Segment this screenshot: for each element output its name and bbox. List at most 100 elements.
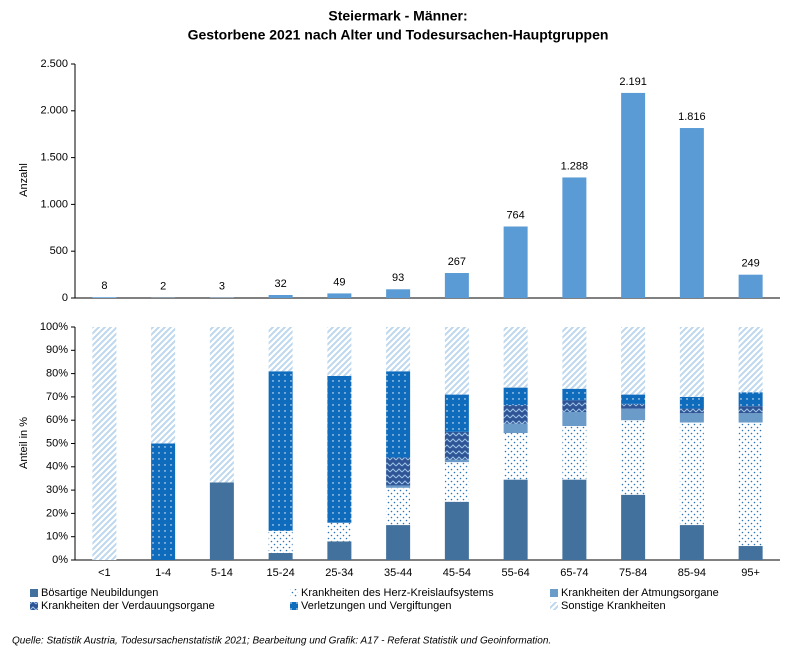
bar-segment: [562, 327, 587, 389]
bar-segment: [386, 525, 411, 560]
bar-segment: [209, 327, 234, 483]
x-tick-label: 75-84: [619, 567, 647, 579]
bar-segment: [679, 413, 704, 423]
y-tick-label: 500: [50, 245, 68, 257]
y-axis-label: Anzahl: [18, 163, 30, 197]
y-tick-label: 0: [62, 292, 68, 304]
bar-segment: [151, 327, 176, 444]
bar-segment: [386, 371, 411, 458]
bar-segment: [738, 422, 763, 547]
bar-segment: [738, 392, 763, 407]
bar-segment: [268, 530, 293, 554]
bar-segment: [386, 457, 411, 486]
bar-segment: [562, 426, 587, 480]
x-tick-label: 15-24: [267, 567, 295, 579]
x-tick-label: 25-34: [325, 567, 353, 579]
bar-segment: [738, 413, 763, 423]
chart-title: Steiermark - Männer:: [328, 8, 467, 24]
bar-segment: [621, 408, 646, 421]
bar-segment: [562, 479, 587, 560]
bar-segment: [679, 408, 704, 414]
y-tick-label: 50%: [46, 437, 68, 449]
x-tick-label: 45-54: [443, 567, 471, 579]
legend-swatch: [30, 602, 38, 610]
bar: [386, 289, 411, 298]
legend-label: Sonstige Krankheiten: [561, 600, 666, 612]
bar-segment: [386, 327, 411, 372]
legend-swatch: [550, 602, 558, 610]
x-tick-label: 5-14: [211, 567, 233, 579]
legend-swatch: [290, 602, 298, 610]
bar-segment: [327, 522, 352, 542]
x-tick-label: 85-94: [678, 567, 706, 579]
y-tick-label: 60%: [46, 414, 68, 426]
bar-segment: [562, 400, 587, 413]
data-label: 49: [333, 276, 345, 288]
data-label: 267: [448, 256, 466, 268]
bar-segment: [327, 541, 352, 560]
data-label: 1.288: [561, 160, 589, 172]
y-tick-label: 80%: [46, 368, 68, 380]
y-tick-label: 70%: [46, 391, 68, 403]
bar-segment: [679, 422, 704, 526]
x-tick-label: 55-64: [502, 567, 530, 579]
bar-segment: [621, 420, 646, 495]
bar-segment: [444, 394, 469, 432]
bar: [562, 177, 587, 298]
data-label: 93: [392, 272, 404, 284]
bar-segment: [738, 327, 763, 393]
data-label: 2.191: [619, 76, 647, 88]
bar: [503, 226, 528, 298]
data-label: 3: [219, 281, 225, 293]
bar-segment: [503, 327, 528, 388]
bar-segment: [503, 387, 528, 406]
bar-segment: [503, 433, 528, 480]
legend-swatch: [550, 589, 558, 597]
x-tick-label: <1: [98, 567, 111, 579]
bar: [268, 295, 293, 298]
data-label: 249: [741, 258, 759, 270]
legend-label: Krankheiten des Herz-Kreislaufsystems: [301, 587, 494, 599]
bar-segment: [562, 412, 587, 427]
bar-segment: [679, 327, 704, 397]
legend-swatch: [290, 589, 298, 597]
bar: [327, 293, 352, 298]
y-tick-label: 90%: [46, 344, 68, 356]
legend-label: Krankheiten der Verdauungsorgane: [41, 600, 215, 612]
bar-segment: [679, 396, 704, 409]
bar-segment: [503, 479, 528, 560]
bar: [679, 128, 704, 298]
bar-segment: [268, 553, 293, 560]
bar-segment: [503, 423, 528, 434]
y-tick-label: 10%: [46, 531, 68, 543]
legend-swatch: [30, 589, 38, 597]
y-tick-label: 2.000: [40, 105, 68, 117]
bar: [621, 92, 646, 299]
bar-segment: [679, 525, 704, 560]
bar-segment: [621, 394, 646, 404]
data-label: 8: [101, 280, 107, 292]
bar-segment: [562, 388, 587, 401]
data-label: 32: [275, 278, 287, 290]
bar: [92, 297, 117, 298]
data-label: 2: [160, 281, 166, 293]
bar-segment: [444, 501, 469, 560]
bar-segment: [444, 459, 469, 463]
bar-segment: [386, 487, 411, 526]
data-label: 764: [506, 209, 524, 221]
x-tick-label: 65-74: [560, 567, 588, 579]
bar-segment: [327, 375, 352, 523]
bar-segment: [386, 485, 411, 488]
chart-title: Gestorbene 2021 nach Alter und Todesursa…: [188, 27, 609, 43]
legend-label: Bösartige Neubildungen: [41, 587, 158, 599]
source-note: Quelle: Statistik Austria, Todesursachen…: [12, 636, 551, 647]
bar-segment: [444, 462, 469, 502]
bar-segment: [621, 494, 646, 560]
x-tick-label: 35-44: [384, 567, 412, 579]
bar-segment: [268, 371, 293, 531]
bar-segment: [327, 327, 352, 376]
bar-segment: [92, 327, 117, 560]
y-tick-label: 40%: [46, 461, 68, 473]
legend-label: Krankheiten der Atmungsorgane: [561, 587, 719, 599]
